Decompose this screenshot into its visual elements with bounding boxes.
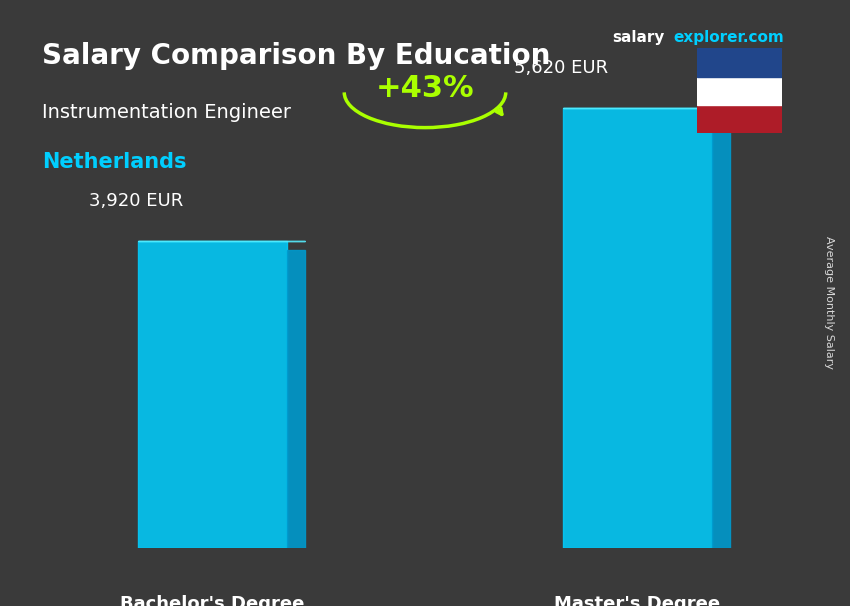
- Bar: [563, 108, 711, 548]
- Text: salary: salary: [612, 30, 665, 45]
- Text: Bachelor's Degree: Bachelor's Degree: [121, 595, 304, 606]
- Bar: [697, 77, 782, 105]
- Bar: [711, 121, 729, 548]
- Bar: [697, 48, 782, 77]
- Text: explorer.com: explorer.com: [673, 30, 784, 45]
- Bar: [138, 241, 286, 548]
- Bar: [697, 105, 782, 133]
- Text: Instrumentation Engineer: Instrumentation Engineer: [42, 103, 292, 122]
- Text: Average Monthly Salary: Average Monthly Salary: [824, 236, 834, 370]
- Text: Master's Degree: Master's Degree: [554, 595, 721, 606]
- Text: 5,620 EUR: 5,620 EUR: [514, 59, 608, 77]
- Text: Netherlands: Netherlands: [42, 152, 187, 171]
- Text: 3,920 EUR: 3,920 EUR: [89, 192, 183, 210]
- Text: Salary Comparison By Education: Salary Comparison By Education: [42, 42, 551, 70]
- Text: +43%: +43%: [376, 74, 474, 103]
- Bar: [286, 250, 304, 548]
